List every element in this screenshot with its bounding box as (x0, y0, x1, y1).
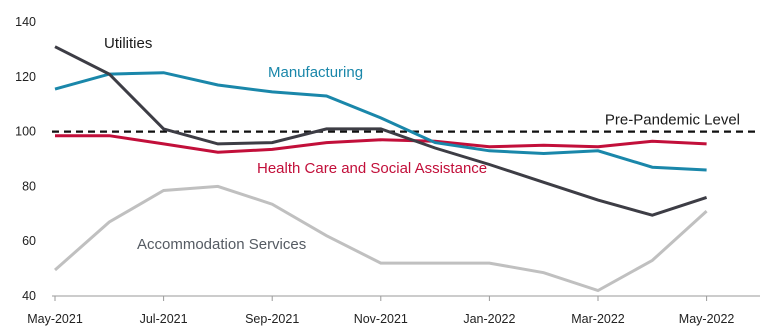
x-tick-label: May-2021 (27, 312, 83, 326)
x-tick-label: Jan-2022 (463, 312, 515, 326)
x-tick-label: May-2022 (679, 312, 735, 326)
y-tick-label: 140 (15, 15, 36, 29)
y-tick-label: 40 (22, 289, 36, 303)
pre-pandemic-label: Pre-Pandemic Level (605, 112, 740, 129)
series-label-health-care-and-social-assistance: Health Care and Social Assistance (257, 160, 487, 177)
series-line-accommodation-services (54, 184, 708, 293)
series-line-utilities (54, 45, 708, 217)
y-tick-label: 60 (22, 234, 36, 248)
y-tick-label: 80 (22, 179, 36, 193)
series-line-manufacturing (54, 71, 707, 172)
x-tick-label: Nov-2021 (354, 312, 408, 326)
y-tick-label: 120 (15, 70, 36, 84)
x-tick-label: Mar-2022 (571, 312, 625, 326)
x-tick-label: Jul-2021 (140, 312, 188, 326)
series-line-health-care-and-social-assistance (55, 134, 707, 154)
x-tick-label: Sep-2021 (245, 312, 299, 326)
y-tick-label: 100 (15, 125, 36, 139)
series-label-manufacturing: Manufacturing (268, 64, 363, 81)
series-label-accommodation-services: Accommodation Services (137, 236, 306, 253)
series-label-utilities: Utilities (104, 35, 152, 52)
